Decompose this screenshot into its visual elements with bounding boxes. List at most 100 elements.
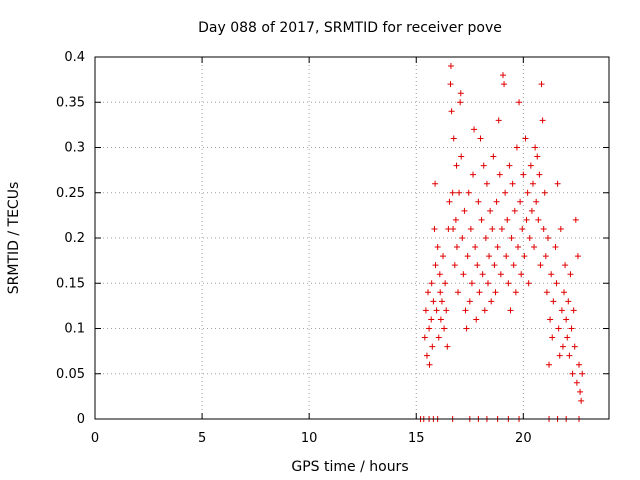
data-point (425, 289, 432, 296)
data-point (576, 361, 583, 368)
data-point (553, 280, 560, 287)
data-point (542, 253, 549, 260)
data-point (534, 153, 541, 160)
data-point (492, 289, 499, 296)
data-point (524, 189, 531, 196)
x-tick-label: 5 (198, 431, 206, 446)
data-point (457, 99, 464, 106)
data-point (471, 126, 478, 133)
data-point (529, 180, 536, 187)
y-tick-label: 0.2 (64, 231, 85, 246)
data-point (537, 262, 544, 269)
data-point (503, 253, 510, 260)
data-point (550, 298, 557, 305)
data-point (490, 153, 497, 160)
data-point (566, 352, 573, 359)
data-point (440, 253, 447, 260)
x-tick-label: 0 (91, 431, 99, 446)
data-point (498, 225, 505, 232)
data-point (475, 198, 482, 205)
y-tick-label: 0.35 (56, 95, 85, 110)
data-point (519, 225, 526, 232)
data-point (574, 253, 581, 260)
data-point (458, 153, 465, 160)
y-tick-label: 0.25 (56, 186, 85, 201)
data-point (540, 225, 547, 232)
data-point (541, 189, 548, 196)
data-point (507, 307, 514, 314)
y-tick-label: 0.3 (64, 141, 85, 156)
data-point (508, 235, 515, 241)
data-point (564, 334, 571, 341)
data-point (522, 135, 529, 142)
data-point (447, 63, 454, 70)
data-point (437, 316, 444, 323)
data-point (448, 108, 455, 115)
data-point (527, 162, 534, 169)
data-point (506, 162, 513, 169)
data-point (437, 289, 444, 296)
data-point (434, 244, 441, 251)
data-point (528, 207, 535, 214)
data-point (435, 334, 442, 341)
data-point (578, 397, 585, 404)
data-point (444, 343, 451, 350)
data-point (493, 198, 500, 205)
data-point (532, 144, 539, 151)
data-point (562, 262, 569, 269)
data-point (504, 216, 511, 223)
data-points (417, 63, 586, 422)
data-point (450, 225, 457, 232)
data-point (488, 298, 495, 305)
data-point (559, 343, 566, 350)
data-point (423, 352, 430, 359)
data-point (536, 171, 543, 178)
data-point (474, 262, 481, 269)
data-point (450, 135, 457, 142)
y-tick-label: 0.15 (56, 276, 85, 291)
data-point (547, 316, 554, 323)
data-point (460, 271, 467, 278)
data-point (466, 298, 473, 305)
data-point (465, 189, 472, 196)
data-point (449, 189, 456, 196)
data-point (570, 307, 577, 314)
data-point (422, 307, 429, 314)
data-point (461, 207, 468, 214)
data-point (558, 307, 565, 314)
data-point (473, 316, 480, 323)
data-point (571, 343, 578, 350)
data-point (467, 225, 474, 232)
data-point (483, 180, 490, 187)
data-point (511, 207, 518, 214)
y-tick-label: 0.05 (56, 367, 85, 382)
data-point (426, 325, 433, 332)
data-point (521, 253, 528, 260)
data-point (499, 72, 506, 79)
data-point (557, 225, 564, 232)
data-point (546, 361, 553, 368)
data-point (457, 90, 464, 97)
data-point (482, 235, 489, 241)
data-point (477, 135, 484, 142)
data-point (453, 162, 460, 169)
data-point (441, 325, 448, 332)
data-point (573, 379, 580, 386)
data-point (502, 189, 509, 196)
data-point (517, 198, 524, 205)
data-point (548, 271, 555, 278)
data-point (463, 325, 470, 332)
data-point (494, 244, 501, 251)
data-point (426, 361, 433, 368)
data-point (442, 280, 449, 287)
data-point (480, 162, 487, 169)
x-axis-label: GPS time / hours (291, 459, 408, 475)
data-point (526, 235, 533, 241)
data-point (538, 81, 545, 88)
data-point (484, 280, 491, 287)
data-point (478, 216, 485, 223)
data-point (518, 271, 525, 278)
y-axis-label: SRMTID / TECUs (6, 182, 22, 295)
data-point (491, 262, 498, 269)
